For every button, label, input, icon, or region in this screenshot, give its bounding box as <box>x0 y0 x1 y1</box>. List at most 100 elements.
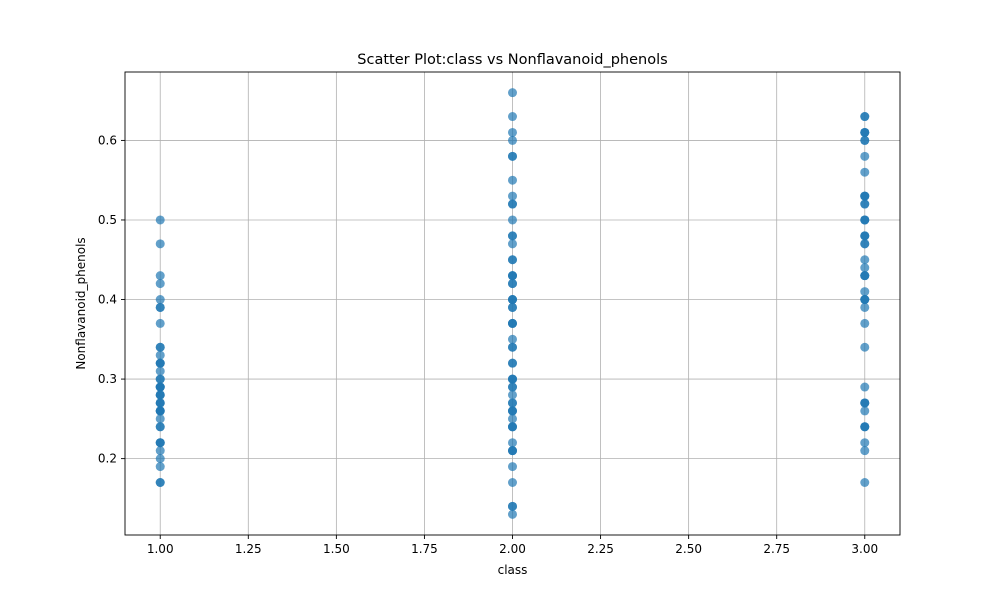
data-point <box>860 231 870 241</box>
data-point <box>508 112 517 122</box>
data-point <box>508 390 517 400</box>
data-point <box>860 342 870 352</box>
data-point <box>508 279 517 289</box>
data-point <box>155 350 165 360</box>
data-point <box>508 446 517 456</box>
data-point <box>508 127 517 137</box>
data-point <box>508 334 517 344</box>
data-point <box>860 287 870 297</box>
data-point <box>508 406 517 416</box>
data-point <box>155 446 165 456</box>
data-point <box>508 422 517 432</box>
data-point <box>508 88 517 98</box>
data-point <box>155 390 165 400</box>
data-point <box>860 127 870 137</box>
data-point <box>860 271 870 281</box>
data-point <box>508 151 517 161</box>
data-point <box>508 374 517 384</box>
data-point <box>508 398 517 408</box>
data-point <box>860 199 870 209</box>
data-point <box>508 175 517 185</box>
data-point <box>860 382 870 392</box>
data-point <box>860 239 870 249</box>
data-point <box>155 438 165 448</box>
y-tick-label: 0.5 <box>98 213 117 227</box>
data-point <box>155 366 165 376</box>
x-tick-label: 1.00 <box>147 542 174 556</box>
data-point <box>508 295 517 305</box>
data-point <box>155 462 165 472</box>
data-point <box>860 191 870 201</box>
data-point <box>860 263 870 273</box>
data-points <box>155 88 870 519</box>
data-point <box>508 271 517 281</box>
data-point <box>155 279 165 289</box>
data-point <box>508 135 517 145</box>
data-point <box>155 406 165 416</box>
y-tick-label: 0.3 <box>98 372 117 386</box>
data-point <box>508 239 517 249</box>
data-point <box>860 446 870 456</box>
data-point <box>860 151 870 161</box>
x-tick-label: 1.50 <box>323 542 350 556</box>
y-tick-label: 0.4 <box>98 293 117 307</box>
data-point <box>155 454 165 464</box>
data-point <box>155 342 165 352</box>
data-point <box>860 215 870 225</box>
data-point <box>155 382 165 392</box>
data-point <box>155 302 165 312</box>
data-point <box>860 167 870 177</box>
data-point <box>155 414 165 424</box>
x-tick-label: 2.00 <box>499 542 526 556</box>
data-point <box>508 382 517 392</box>
data-point <box>508 438 517 448</box>
data-point <box>508 462 517 472</box>
x-tick-label: 2.75 <box>763 542 790 556</box>
data-point <box>155 318 165 328</box>
x-axis-ticks: 1.00 1.25 1.50 1.75 2.00 2.25 2.50 2.75 3.00 <box>147 535 878 556</box>
data-point <box>508 342 517 352</box>
data-point <box>860 422 870 432</box>
data-point <box>860 135 870 145</box>
data-point <box>155 374 165 384</box>
y-axis-ticks: 0.2 0.3 0.4 0.5 0.6 <box>98 133 125 466</box>
data-point <box>155 358 165 368</box>
data-point <box>155 422 165 432</box>
x-tick-label: 2.25 <box>587 542 614 556</box>
data-point <box>508 414 517 424</box>
data-point <box>155 398 165 408</box>
chart-title: Scatter Plot:class vs Nonflavanoid_pheno… <box>357 52 667 68</box>
data-point <box>155 271 165 281</box>
data-point <box>860 295 870 305</box>
data-point <box>860 477 870 487</box>
data-point <box>508 255 517 265</box>
x-tick-label: 2.50 <box>675 542 702 556</box>
data-point <box>508 199 517 209</box>
data-point <box>860 255 870 265</box>
data-point <box>508 318 517 328</box>
data-point <box>155 477 165 487</box>
data-point <box>860 302 870 312</box>
data-point <box>508 358 517 368</box>
x-axis-label: class <box>498 563 528 577</box>
data-point <box>860 398 870 408</box>
data-point <box>508 191 517 201</box>
data-point <box>860 318 870 328</box>
data-point <box>508 215 517 225</box>
data-point <box>508 231 517 241</box>
data-point <box>860 112 870 122</box>
data-point <box>860 438 870 448</box>
y-axis-label: Nonflavanoid_phenols <box>74 237 88 369</box>
data-point <box>508 501 517 511</box>
data-point <box>860 406 870 416</box>
data-point <box>155 239 165 249</box>
y-tick-label: 0.2 <box>98 452 117 466</box>
y-tick-label: 0.6 <box>98 133 117 147</box>
data-point <box>155 215 165 225</box>
data-point <box>155 295 165 305</box>
data-point <box>508 477 517 487</box>
data-point <box>508 302 517 312</box>
data-point <box>508 509 517 519</box>
